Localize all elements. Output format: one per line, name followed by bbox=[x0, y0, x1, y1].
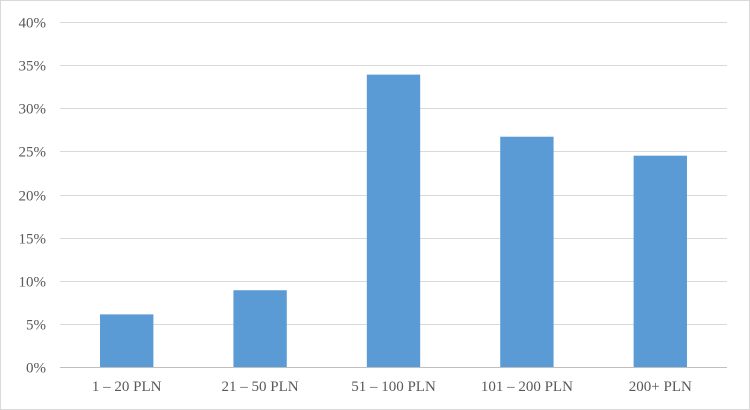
y-tick-label: 5% bbox=[26, 318, 46, 334]
bars bbox=[100, 74, 687, 368]
x-tick-label: 200+ PLN bbox=[629, 379, 692, 395]
x-axis-tick-labels: 1 – 20 PLN 21 – 50 PLN 51 – 100 PLN 101 – 2… bbox=[92, 379, 692, 395]
bar bbox=[500, 136, 554, 367]
y-tick-label: 30% bbox=[19, 102, 47, 118]
x-tick-label: 1 – 20 PLN bbox=[92, 379, 162, 395]
x-tick-label: 21 – 50 PLN bbox=[222, 379, 299, 395]
bar bbox=[100, 314, 154, 367]
x-tick-label: 51 – 100 PLN bbox=[351, 379, 436, 395]
bar bbox=[633, 155, 687, 367]
y-tick-label: 20% bbox=[19, 189, 47, 205]
y-tick-label: 35% bbox=[19, 59, 47, 75]
y-axis-tick-labels: 0% 5% 10% 15% 20% 25% 30% 35% 40% bbox=[19, 16, 47, 377]
y-tick-label: 10% bbox=[19, 275, 47, 291]
y-tick-label: 40% bbox=[19, 16, 47, 32]
bar bbox=[366, 74, 421, 368]
bar bbox=[233, 290, 287, 367]
x-tick-label: 101 – 200 PLN bbox=[481, 379, 573, 395]
y-tick-label: 0% bbox=[26, 361, 46, 377]
y-tick-label: 15% bbox=[19, 232, 47, 248]
y-tick-label: 25% bbox=[19, 145, 47, 161]
